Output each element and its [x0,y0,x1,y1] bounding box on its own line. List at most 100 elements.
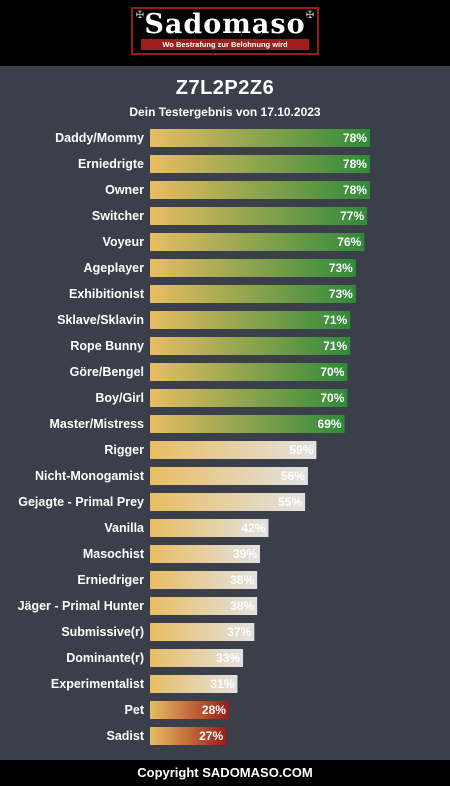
bar-row: Sklave/Sklavin 71% [57,311,351,329]
ornament-icon: ✠ [135,10,145,21]
ornament-icon: ✠ [305,10,315,21]
value-label: 78% [343,131,367,145]
category-label: Sklave/Sklavin [57,313,144,327]
bar-row: Daddy/Mommy 78% [55,129,370,147]
category-label: Rope Bunny [70,339,144,353]
chart-subtitle: Dein Testergebnis von 17.10.2023 [129,105,321,119]
category-label: Switcher [92,209,144,223]
category-label: Pet [125,703,145,717]
value-label: 69% [318,417,342,431]
bar-row: Vanilla 42% [104,519,269,537]
value-label: 28% [202,703,226,717]
value-label: 71% [323,313,347,327]
category-label: Masochist [83,547,145,561]
site-logo[interactable]: ✠ ✠ Sadomaso Wo Bestrafung zur Belohnung… [131,7,319,55]
bar-row: Owner 78% [105,181,370,199]
site-footer: Copyright SADOMASO.COM [0,760,450,786]
bar [150,545,260,563]
category-label: Jäger - Primal Hunter [18,599,145,613]
bar-row: Master/Mistress 69% [50,415,345,433]
bar [150,649,244,667]
value-label: 73% [329,287,353,301]
value-label: 77% [340,209,364,223]
logo-tagline: Wo Bestrafung zur Belohnung wird [141,39,309,50]
value-label: 39% [233,547,257,561]
category-label: Boy/Girl [95,391,144,405]
bar [150,675,238,693]
value-label: 42% [241,521,265,535]
value-label: 27% [199,729,223,743]
value-label: 78% [343,183,367,197]
category-label: Experimentalist [51,677,145,691]
logo-wordmark: Sadomaso [144,9,306,40]
value-label: 37% [227,625,251,639]
bar [150,311,351,329]
bar-row: Voyeur 76% [103,233,365,251]
bar [150,519,269,537]
bar-row: Erniedrigte 78% [78,155,370,173]
category-label: Voyeur [103,235,145,249]
bar-row: Exhibitionist 73% [69,285,356,303]
bar [150,233,365,251]
value-label: 73% [329,261,353,275]
category-label: Daddy/Mommy [55,131,144,145]
site-header: ✠ ✠ Sadomaso Wo Bestrafung zur Belohnung… [0,0,450,66]
category-label: Owner [105,183,144,197]
result-bar-chart: Daddy/Mommy 78% Erniedrigte 78% Owner 78% Swit… [18,129,370,745]
category-label: Rigger [104,443,144,457]
bar [150,389,348,407]
value-label: 70% [320,365,344,379]
value-label: 78% [343,157,367,171]
bar [150,129,370,147]
bar-row: Sadist 27% [106,727,227,745]
bar [150,337,351,355]
category-label: Sadist [106,729,144,743]
category-label: Erniedrigte [78,157,144,171]
bar-row: Ageplayer 73% [84,259,356,277]
category-label: Göre/Bengel [70,365,144,379]
bar-row: Experimentalist 31% [51,675,238,693]
category-label: Vanilla [104,521,145,535]
bar-row: Pet 28% [125,701,229,719]
bar [150,493,306,511]
bar [150,285,356,303]
value-label: 76% [337,235,361,249]
bar [150,155,370,173]
bar [150,623,255,641]
bar [150,597,258,615]
category-label: Erniedriger [77,573,144,587]
bar-row: Masochist 39% [83,545,260,563]
category-label: Gejagte - Primal Prey [18,495,144,509]
bar-row: Jäger - Primal Hunter 38% [18,597,258,615]
bar-row: Submissive(r) 37% [61,623,255,641]
bar-row: Switcher 77% [92,207,368,225]
bar-row: Göre/Bengel 70% [70,363,348,381]
value-label: 55% [278,495,302,509]
copyright-text: Copyright SADOMASO.COM [137,765,313,780]
bar [150,259,356,277]
bar [150,181,370,199]
category-label: Ageplayer [84,261,145,275]
bar [150,571,258,589]
bar-row: Dominante(r) 33% [66,649,244,667]
value-label: 33% [216,651,240,665]
bar [150,441,317,459]
bar-row: Boy/Girl 70% [95,389,348,407]
bar [150,467,308,485]
category-label: Dominante(r) [66,651,144,665]
value-label: 59% [289,443,313,457]
category-label: Submissive(r) [61,625,144,639]
category-label: Master/Mistress [50,417,145,431]
bar-row: Erniedriger 38% [77,571,258,589]
chart-title: Z7L2P2Z6 [175,77,275,99]
bar [150,207,368,225]
value-label: 70% [320,391,344,405]
value-label: 71% [323,339,347,353]
bar-row: Gejagte - Primal Prey 55% [18,493,306,511]
value-label: 31% [210,677,234,691]
value-label: 38% [230,599,254,613]
category-label: Nicht-Monogamist [35,469,145,483]
bar-row: Rigger 59% [104,441,317,459]
bar [150,363,348,381]
bar-row: Rope Bunny 71% [70,337,351,355]
